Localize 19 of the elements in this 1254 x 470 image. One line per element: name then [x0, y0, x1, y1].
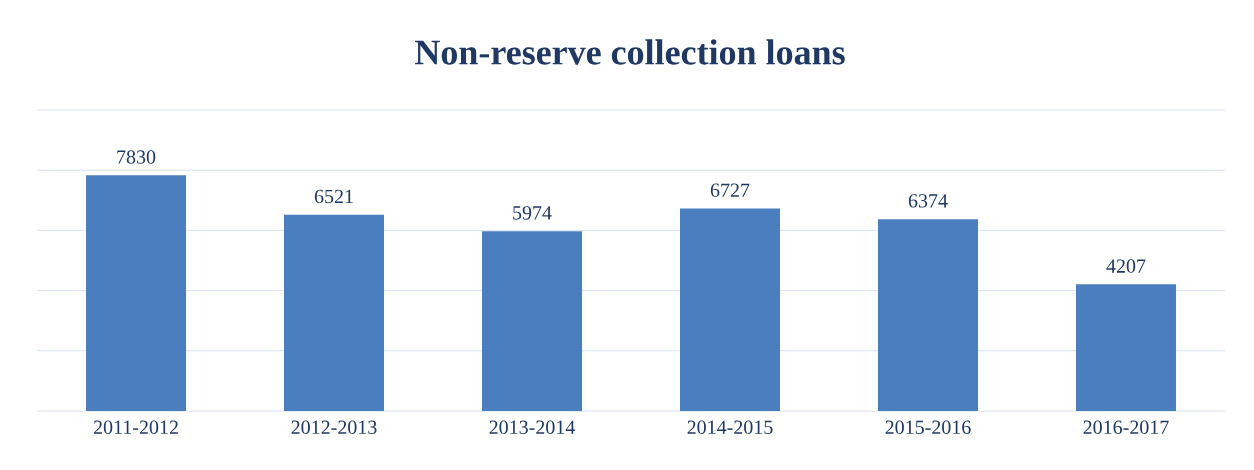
bar [284, 214, 384, 411]
data-label: 5974 [513, 206, 552, 220]
data-label: 6727 [710, 183, 750, 197]
bar [877, 219, 978, 411]
bar [1075, 284, 1176, 411]
data-label: 6521 [314, 189, 353, 204]
bar [482, 231, 582, 411]
bar [86, 175, 187, 411]
data-label: 7830 [117, 150, 156, 164]
x-tick-label: 2014-2015 [687, 420, 773, 435]
data-label: 6374 [908, 194, 948, 208]
data-label: 4207 [1106, 259, 1146, 273]
x-tick-label: 2015-2016 [885, 420, 971, 435]
x-tick-label: 2016-2017 [1083, 420, 1169, 435]
x-tick-label: 2011-2012 [93, 420, 178, 435]
x-tick-label: 2013-2014 [489, 420, 576, 435]
x-tick-label: 2012-2013 [291, 420, 377, 435]
chart-title: Non-reserve collection loans [415, 39, 845, 65]
bar [680, 208, 780, 411]
